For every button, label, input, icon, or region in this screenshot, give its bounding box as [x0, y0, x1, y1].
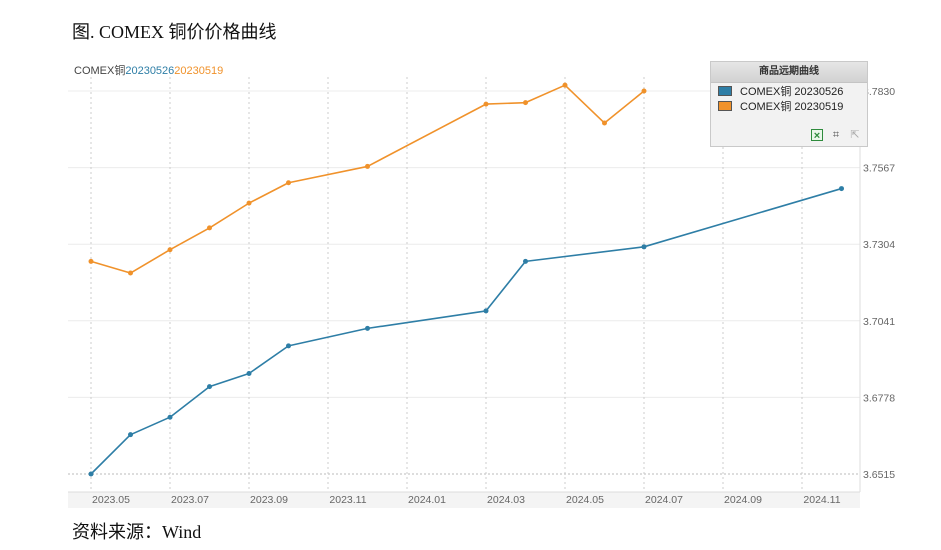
x-tick-label: 2024.05 [566, 494, 604, 506]
data-point-series2 [128, 270, 133, 276]
x-tick-label: 2024.01 [408, 494, 446, 506]
data-point-series1 [246, 371, 252, 377]
legend-swatch-series2 [718, 100, 732, 111]
data-point-series1 [207, 384, 212, 390]
data-point-series2 [246, 200, 252, 206]
data-point-series1 [365, 325, 370, 331]
header-series2-label: 20230519 [174, 65, 224, 77]
figure-source: 资料来源：Wind [72, 522, 202, 542]
legend-swatch-series1 [718, 85, 732, 96]
data-point-series1 [128, 432, 133, 438]
figure-title: 图. COMEX 铜价价格曲线 [72, 22, 277, 42]
legend-label-series2: COMEX铜 20230519 [740, 100, 844, 113]
header-series1-label: 20230526 [125, 65, 175, 77]
data-point-series1 [483, 308, 489, 314]
data-point-series2 [562, 82, 568, 88]
data-point-series2 [88, 258, 94, 264]
data-point-series2 [286, 180, 291, 186]
x-axis-strip [68, 492, 860, 508]
x-tick-label: 2024.11 [803, 494, 840, 506]
chart-header: COMEX铜2023052620230519 [74, 62, 223, 78]
y-tick-label: 3.6778 [863, 392, 895, 404]
data-point-series2 [207, 225, 212, 231]
data-point-series2 [641, 88, 647, 94]
legend-label-series1: COMEX铜 20230526 [740, 85, 844, 98]
y-tick-label: 3.7304 [863, 239, 895, 251]
data-point-series2 [365, 163, 370, 169]
y-tick-label: 3.6515 [863, 469, 895, 481]
x-tick-label: 2024.03 [487, 494, 525, 506]
data-point-series1 [88, 471, 94, 477]
crop-icon[interactable]: ⌗ [832, 129, 840, 141]
header-code: COMEX铜 [74, 65, 126, 77]
data-point-series1 [641, 244, 647, 250]
data-point-series2 [483, 101, 489, 107]
y-tick-label: 3.7830 [863, 86, 895, 98]
x-tick-label: 2024.09 [724, 494, 762, 506]
x-tick-label: 2023.11 [329, 494, 366, 506]
data-point-series2 [167, 247, 173, 253]
data-point-series2 [523, 100, 528, 106]
x-tick-label: 2023.05 [92, 494, 130, 506]
data-point-series1 [839, 186, 844, 192]
chart-legend[interactable]: 商品远期曲线 COMEX铜 20230526 COMEX铜 20230519 ×… [710, 61, 868, 147]
legend-title: 商品远期曲线 [711, 62, 867, 83]
y-tick-label: 3.7041 [863, 316, 895, 328]
excel-icon[interactable]: × [811, 129, 823, 142]
x-tick-label: 2023.09 [250, 494, 288, 506]
series-line-2 [90, 84, 645, 274]
data-point-series1 [167, 414, 173, 420]
data-point-series1 [523, 258, 528, 264]
y-tick-label: 3.7567 [863, 163, 895, 175]
data-point-series2 [602, 120, 607, 126]
x-tick-label: 2024.07 [645, 494, 683, 506]
data-point-series1 [286, 343, 291, 349]
export-icon[interactable]: ⇱ [850, 129, 860, 141]
x-tick-label: 2023.07 [171, 494, 209, 506]
legend-toolbar: × ⌗ ⇱ [811, 129, 861, 142]
legend-item-series1[interactable]: COMEX铜 20230526 [711, 83, 867, 98]
legend-item-series2[interactable]: COMEX铜 20230519 [711, 98, 867, 113]
